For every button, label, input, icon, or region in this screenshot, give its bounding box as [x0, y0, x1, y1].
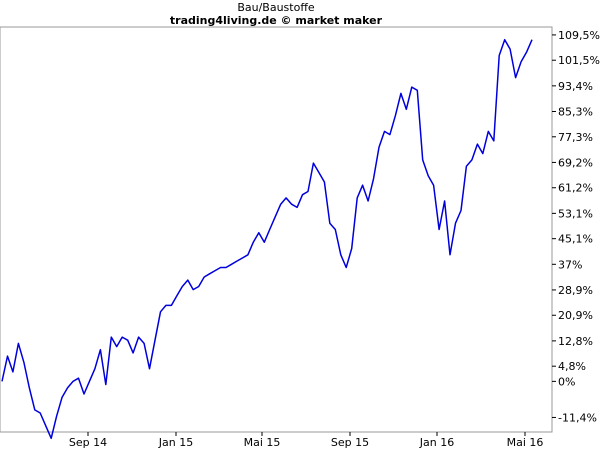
series-line [1, 38, 533, 440]
y-tick-label: 109,5% [558, 29, 600, 42]
y-tick-label: 61,2% [558, 182, 593, 195]
x-tick-label: Sep 14 [69, 436, 107, 449]
y-tick-label: 85,3% [558, 105, 593, 118]
x-tick-label: Jan 15 [158, 436, 193, 449]
plot-area [0, 26, 553, 433]
y-tick-label: 45,1% [558, 233, 593, 246]
y-tick-label: 69,2% [558, 156, 593, 169]
y-tick-label: 93,4% [558, 80, 593, 93]
y-tick-label: 20,9% [558, 309, 593, 322]
y-tick-label: 12,8% [558, 335, 593, 348]
y-tick-label: 53,1% [558, 207, 593, 220]
y-tick-label: 101,5% [558, 54, 600, 67]
chart-header: Bau/Baustoffe trading4living.de © market… [0, 0, 552, 27]
chart-title: Bau/Baustoffe [237, 1, 315, 14]
y-tick-label: 4,8% [558, 360, 586, 373]
y-tick-label: 0% [558, 375, 575, 388]
x-tick-label: Sep 15 [331, 436, 369, 449]
x-tick-label: Jan 16 [419, 436, 454, 449]
y-tick-label: -11,4% [558, 411, 597, 424]
x-tick-label: Mai 16 [507, 436, 544, 449]
y-tick-label: 77,3% [558, 131, 593, 144]
y-axis: 109,5% 101,5% 93,4% 85,3% 77,3% 69,2% 61,2% 53,… [552, 29, 600, 424]
series-layer [1, 38, 533, 440]
x-axis: Sep 14 Jan 15 Mai 15 Sep 15 Jan 16 Mai 16 [69, 432, 544, 449]
y-tick-label: 37% [558, 258, 582, 271]
chart-subtitle: trading4living.de © market maker [169, 14, 383, 27]
y-tick-label: 28,9% [558, 284, 593, 297]
x-tick-label: Mai 15 [244, 436, 281, 449]
